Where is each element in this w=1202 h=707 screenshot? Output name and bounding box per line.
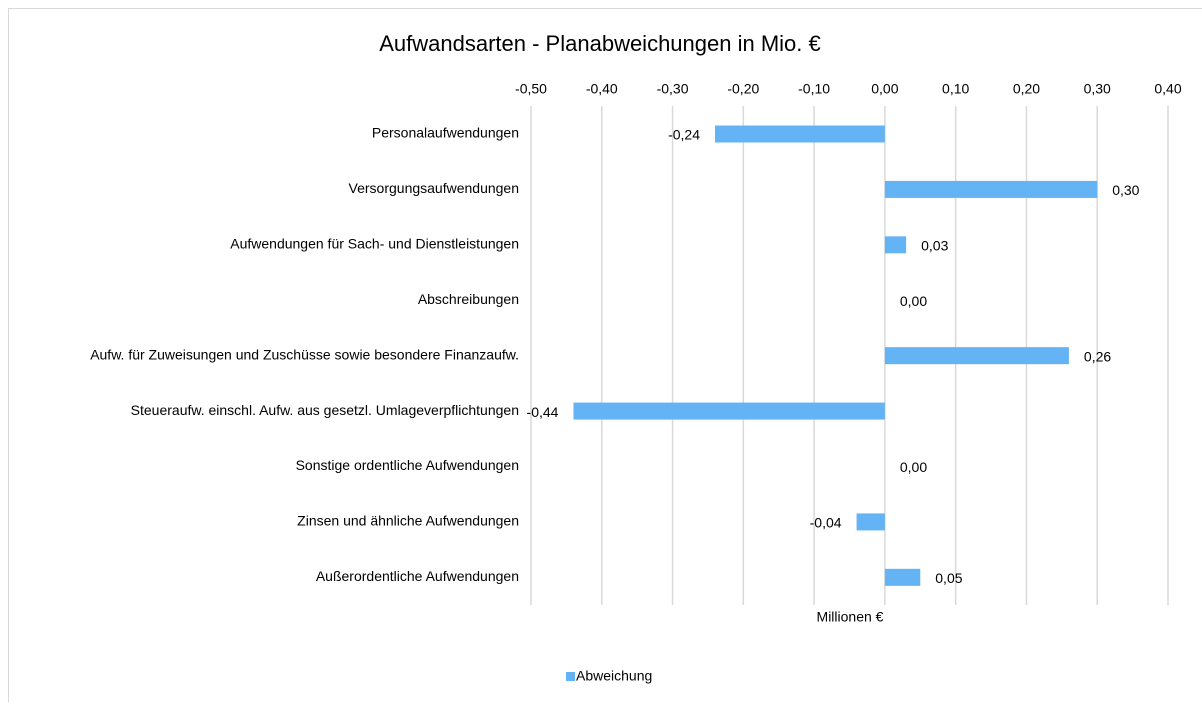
y-tick-label: Aufw. für Zuweisungen und Zuschüsse sowi… bbox=[90, 346, 519, 362]
data-label: 0,03 bbox=[921, 238, 948, 254]
bar bbox=[885, 569, 920, 586]
x-tick-label: 0,40 bbox=[1154, 81, 1181, 97]
x-tick-label: -0,30 bbox=[657, 81, 689, 97]
x-tick-label: 0,30 bbox=[1084, 81, 1111, 97]
chart-title: Aufwandsarten - Planabweichungen in Mio.… bbox=[379, 31, 821, 56]
legend-label: Abweichung bbox=[576, 668, 652, 684]
bar bbox=[885, 236, 906, 253]
x-tick-label: -0,50 bbox=[515, 81, 547, 97]
y-tick-label: Aufwendungen für Sach- und Dienstleistun… bbox=[230, 236, 519, 252]
data-label: -0,04 bbox=[810, 515, 842, 531]
y-tick-label: Personalaufwendungen bbox=[372, 125, 519, 141]
x-tick-label: 0,10 bbox=[942, 81, 969, 97]
data-label: 0,00 bbox=[900, 293, 927, 309]
bar bbox=[885, 181, 1097, 198]
data-label: -0,24 bbox=[668, 127, 700, 143]
data-label: 0,05 bbox=[935, 570, 962, 586]
data-label: 0,30 bbox=[1112, 182, 1139, 198]
y-tick-label: Abschreibungen bbox=[418, 291, 519, 307]
y-tick-label: Versorgungsaufwendungen bbox=[349, 180, 519, 196]
data-label: -0,44 bbox=[527, 404, 559, 420]
x-tick-label: -0,10 bbox=[798, 81, 830, 97]
bar bbox=[885, 347, 1069, 364]
y-tick-label: Sonstige ordentliche Aufwendungen bbox=[296, 457, 519, 473]
y-tick-label: Zinsen und ähnliche Aufwendungen bbox=[297, 513, 519, 529]
y-tick-label: Außerordentliche Aufwendungen bbox=[316, 568, 519, 584]
x-tick-label: -0,20 bbox=[727, 81, 759, 97]
bar bbox=[573, 403, 884, 420]
x-tick-label: 0,00 bbox=[871, 81, 898, 97]
x-axis-label: Millionen € bbox=[817, 609, 884, 625]
bar bbox=[857, 513, 885, 530]
bar bbox=[715, 126, 885, 143]
data-label: 0,26 bbox=[1084, 348, 1111, 364]
data-label: 0,00 bbox=[900, 459, 927, 475]
legend-swatch bbox=[566, 672, 575, 681]
x-tick-label: -0,40 bbox=[586, 81, 618, 97]
y-tick-label: Steueraufw. einschl. Aufw. aus gesetzl. … bbox=[131, 402, 519, 418]
x-tick-label: 0,20 bbox=[1013, 81, 1040, 97]
